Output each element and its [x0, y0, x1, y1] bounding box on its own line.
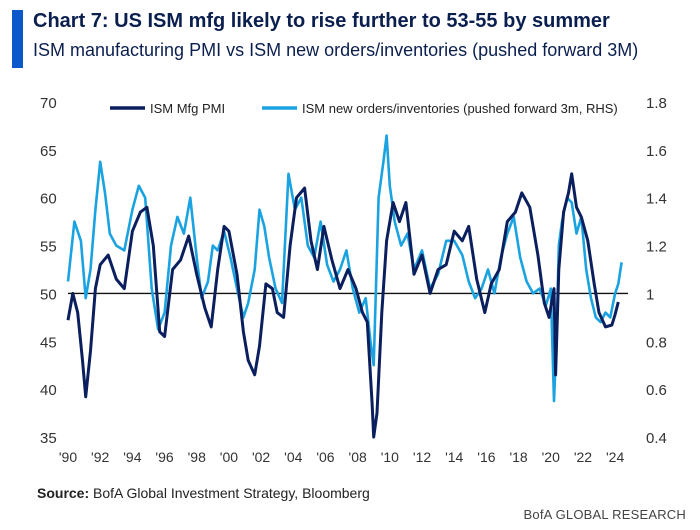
y-tick-label-right: 1	[646, 286, 654, 303]
y-tick-label-left: 35	[40, 430, 57, 447]
legend-label-new-orders-inventories: ISM new orders/inventories (pushed forwa…	[302, 101, 618, 116]
x-tick-label: '00	[220, 449, 238, 465]
x-tick-label: '10	[381, 449, 399, 465]
x-tick-label: '22	[574, 449, 592, 465]
source-label: Source:	[37, 485, 90, 501]
x-tick-label: '12	[413, 449, 431, 465]
y-tick-label-right: 1.4	[646, 191, 667, 208]
chart-subtitle: ISM manufacturing PMI vs ISM new orders/…	[33, 40, 639, 60]
y-tick-label-right: 1.6	[646, 143, 667, 160]
y-tick-label-right: 0.6	[646, 382, 667, 399]
x-tick-label: '08	[349, 449, 367, 465]
x-tick-label: '96	[155, 449, 173, 465]
axes-layer: 35 40 45 50 55 60 65 70 0.4 0.6 0.8 1 1.2 1.4 1.6 1.8 '9…	[40, 95, 667, 465]
x-tick-label: '16	[477, 449, 495, 465]
y-tick-label-right: 1.2	[646, 239, 667, 256]
x-tick-label: '92	[91, 449, 109, 465]
series-layer	[66, 134, 623, 439]
x-tick-label: '20	[542, 449, 560, 465]
y-tick-label-left: 45	[40, 334, 57, 351]
chart-title: Chart 7: US ISM mfg likely to rise furth…	[33, 10, 610, 32]
x-tick-label: '98	[188, 449, 206, 465]
brand-footer: BofA GLOBAL RESEARCH	[523, 507, 686, 522]
x-tick-label: '90	[59, 449, 77, 465]
x-tick-label: '24	[606, 449, 624, 465]
legend-layer: ISM Mfg PMI ISM new orders/inventories (p…	[110, 101, 618, 116]
x-tick-label: '14	[445, 449, 463, 465]
y-tick-label-left: 70	[40, 95, 57, 112]
legend-label-ism-pmi: ISM Mfg PMI	[150, 101, 225, 116]
y-tick-label-right: 0.8	[646, 334, 667, 351]
x-tick-label: '94	[123, 449, 141, 465]
y-tick-label-left: 65	[40, 143, 57, 160]
source-text: BofA Global Investment Strategy, Bloombe…	[89, 485, 370, 501]
source-note: Source: BofA Global Investment Strategy,…	[37, 485, 370, 501]
x-tick-label: '18	[509, 449, 527, 465]
chart-svg: 35 40 45 50 55 60 65 70 0.4 0.6 0.8 1 1.2 1.4 1.6 1.8 '9…	[40, 95, 667, 465]
x-tick-label: '02	[252, 449, 270, 465]
y-tick-label-left: 60	[40, 191, 57, 208]
y-tick-label-left: 50	[40, 286, 57, 303]
y-tick-label-left: 40	[40, 382, 57, 399]
x-tick-label: '04	[284, 449, 302, 465]
y-tick-label-left: 55	[40, 239, 57, 256]
series-line-new-orders-inventories	[66, 134, 623, 403]
y-tick-label-right: 1.8	[646, 95, 667, 112]
x-tick-label: '06	[316, 449, 334, 465]
y-tick-label-right: 0.4	[646, 430, 667, 447]
accent-bar	[12, 10, 23, 68]
series-line-ism-pmi	[66, 172, 620, 439]
